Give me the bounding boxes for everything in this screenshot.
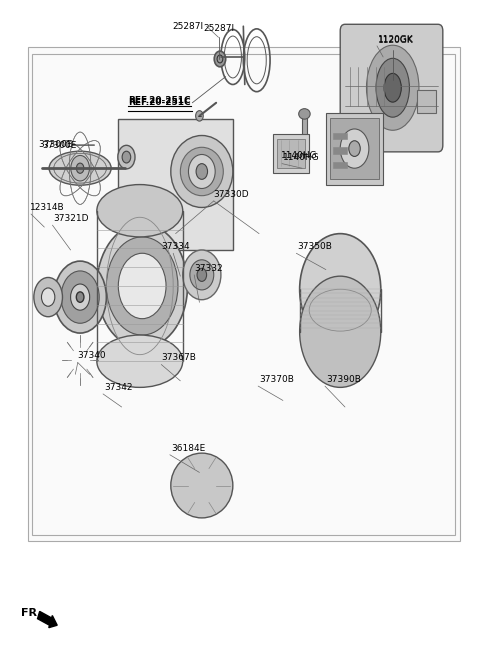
- Ellipse shape: [107, 237, 178, 335]
- Bar: [118, 119, 233, 250]
- Text: 37330D: 37330D: [214, 190, 250, 199]
- Text: 37321D: 37321D: [53, 214, 88, 223]
- Ellipse shape: [54, 261, 107, 333]
- Text: 37367B: 37367B: [161, 353, 196, 363]
- Text: REF.20-251C: REF.20-251C: [128, 97, 191, 105]
- Ellipse shape: [197, 268, 206, 281]
- Ellipse shape: [171, 453, 233, 518]
- Text: 37340: 37340: [78, 351, 107, 361]
- Ellipse shape: [349, 141, 360, 156]
- Text: 37390B: 37390B: [326, 375, 361, 384]
- Bar: [333, 133, 348, 139]
- Text: 36184E: 36184E: [171, 443, 205, 453]
- Ellipse shape: [366, 45, 419, 130]
- Ellipse shape: [299, 108, 310, 119]
- Bar: [274, 133, 309, 173]
- Ellipse shape: [196, 164, 207, 179]
- Ellipse shape: [97, 335, 183, 388]
- Text: 25287I: 25287I: [203, 24, 234, 34]
- Text: REF.20-251C: REF.20-251C: [128, 99, 191, 107]
- Circle shape: [214, 51, 226, 67]
- Ellipse shape: [189, 154, 215, 189]
- Text: FR.: FR.: [22, 608, 42, 618]
- Text: 37300E: 37300E: [38, 139, 73, 148]
- Text: 37300E: 37300E: [42, 141, 76, 150]
- Ellipse shape: [71, 284, 90, 310]
- Bar: [333, 147, 348, 154]
- Ellipse shape: [190, 260, 214, 290]
- Ellipse shape: [97, 224, 188, 348]
- Ellipse shape: [118, 253, 166, 319]
- Ellipse shape: [171, 135, 233, 208]
- Text: 1120GK: 1120GK: [378, 35, 414, 44]
- Ellipse shape: [71, 156, 89, 181]
- Ellipse shape: [183, 250, 221, 300]
- Ellipse shape: [76, 292, 84, 302]
- Text: 25287I: 25287I: [172, 22, 203, 31]
- Ellipse shape: [300, 276, 381, 388]
- Bar: [330, 118, 379, 179]
- Ellipse shape: [384, 74, 401, 102]
- Bar: [326, 112, 383, 185]
- Ellipse shape: [180, 147, 223, 196]
- Text: 37370B: 37370B: [259, 375, 294, 384]
- Ellipse shape: [49, 151, 111, 185]
- Bar: [277, 139, 305, 168]
- Ellipse shape: [76, 163, 84, 173]
- Bar: [417, 90, 436, 112]
- Text: 37350B: 37350B: [297, 242, 332, 251]
- Bar: [348, 127, 366, 143]
- Text: 37342: 37342: [104, 383, 132, 392]
- Ellipse shape: [97, 185, 183, 237]
- Bar: [33, 54, 455, 535]
- Bar: [333, 162, 348, 168]
- FancyArrow shape: [37, 612, 57, 627]
- Text: 12314B: 12314B: [30, 203, 65, 212]
- Ellipse shape: [41, 288, 55, 306]
- Text: 37332: 37332: [195, 264, 223, 273]
- Ellipse shape: [196, 110, 203, 121]
- Bar: [28, 47, 459, 541]
- Bar: [302, 116, 307, 152]
- Text: 1120GK: 1120GK: [378, 36, 414, 45]
- Text: 1140HG: 1140HG: [283, 152, 320, 162]
- Text: 1140HG: 1140HG: [281, 150, 317, 160]
- Ellipse shape: [376, 58, 409, 117]
- Ellipse shape: [340, 129, 369, 168]
- FancyBboxPatch shape: [340, 24, 443, 152]
- Text: 37334: 37334: [161, 242, 190, 251]
- Ellipse shape: [61, 271, 99, 323]
- Ellipse shape: [118, 145, 135, 169]
- Ellipse shape: [300, 234, 381, 345]
- Ellipse shape: [122, 151, 131, 163]
- Ellipse shape: [34, 277, 62, 317]
